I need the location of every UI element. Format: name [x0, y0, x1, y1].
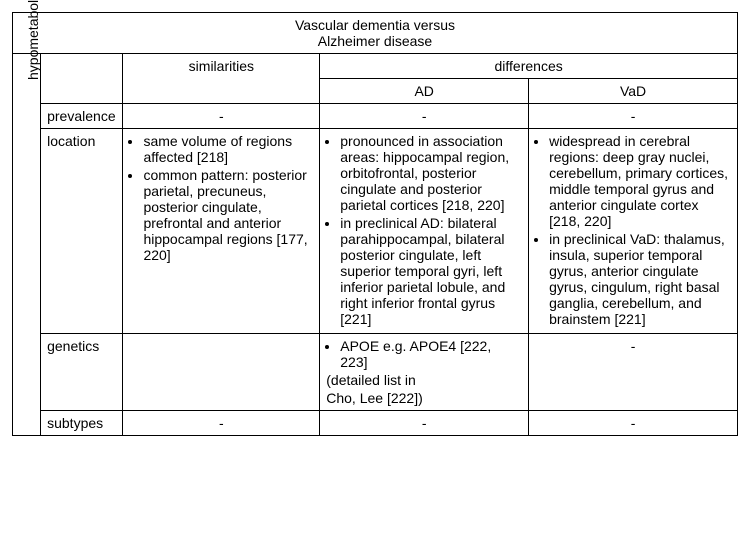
differences-header: differences	[320, 54, 738, 79]
row-label-header	[41, 54, 123, 104]
row-subtypes: subtypes - - -	[13, 411, 738, 436]
list-item: in preclinical AD: bilateral parahippoca…	[340, 215, 522, 327]
genetics-ad-extra-2: Cho, Lee [222])	[326, 390, 522, 406]
genetics-vad: -	[529, 334, 738, 411]
subtypes-vad: -	[529, 411, 738, 436]
title-row: Vascular dementia versus Alzheimer disea…	[13, 13, 738, 54]
list-item: common pattern: posterior parietal, prec…	[143, 167, 313, 263]
genetics-ad-extra-1: (detailed list in	[326, 372, 522, 388]
section-label-cell: hypometabolism (glucose)	[13, 54, 41, 436]
row-genetics: genetics APOE e.g. APOE4 [222, 223] (det…	[13, 334, 738, 411]
vad-header: VaD	[529, 79, 738, 104]
prevalence-ad: -	[320, 104, 529, 129]
row-prevalence: prevalence - - -	[13, 104, 738, 129]
title-line-1: Vascular dementia versus	[295, 17, 455, 33]
location-vad: widespread in cerebral regions: deep gra…	[529, 129, 738, 334]
title-line-2: Alzheimer disease	[318, 33, 432, 49]
subtypes-sim: -	[123, 411, 320, 436]
section-label: hypometabolism (glucose)	[25, 52, 41, 80]
list-item: same volume of regions affected [218]	[143, 133, 313, 165]
row-label: location	[41, 129, 123, 334]
list-item: widespread in cerebral regions: deep gra…	[549, 133, 731, 229]
bullet-list: widespread in cerebral regions: deep gra…	[535, 133, 731, 327]
comparison-table: Vascular dementia versus Alzheimer disea…	[12, 12, 738, 436]
subtypes-ad: -	[320, 411, 529, 436]
ad-header: AD	[320, 79, 529, 104]
row-location: location same volume of regions affected…	[13, 129, 738, 334]
location-sim: same volume of regions affected [218] co…	[123, 129, 320, 334]
row-label: subtypes	[41, 411, 123, 436]
similarities-header: similarities	[123, 54, 320, 104]
bullet-list: APOE e.g. APOE4 [222, 223]	[326, 338, 522, 370]
prevalence-vad: -	[529, 104, 738, 129]
prevalence-sim: -	[123, 104, 320, 129]
bullet-list: same volume of regions affected [218] co…	[129, 133, 313, 263]
genetics-sim	[123, 334, 320, 411]
location-ad: pronounced in association areas: hippoca…	[320, 129, 529, 334]
table-title: Vascular dementia versus Alzheimer disea…	[13, 13, 738, 54]
list-item: APOE e.g. APOE4 [222, 223]	[340, 338, 522, 370]
header-row-1: hypometabolism (glucose) similarities di…	[13, 54, 738, 79]
genetics-ad: APOE e.g. APOE4 [222, 223] (detailed lis…	[320, 334, 529, 411]
row-label: prevalence	[41, 104, 123, 129]
list-item: in preclinical VaD: thalamus, insula, su…	[549, 231, 731, 327]
list-item: pronounced in association areas: hippoca…	[340, 133, 522, 213]
row-label: genetics	[41, 334, 123, 411]
bullet-list: pronounced in association areas: hippoca…	[326, 133, 522, 327]
